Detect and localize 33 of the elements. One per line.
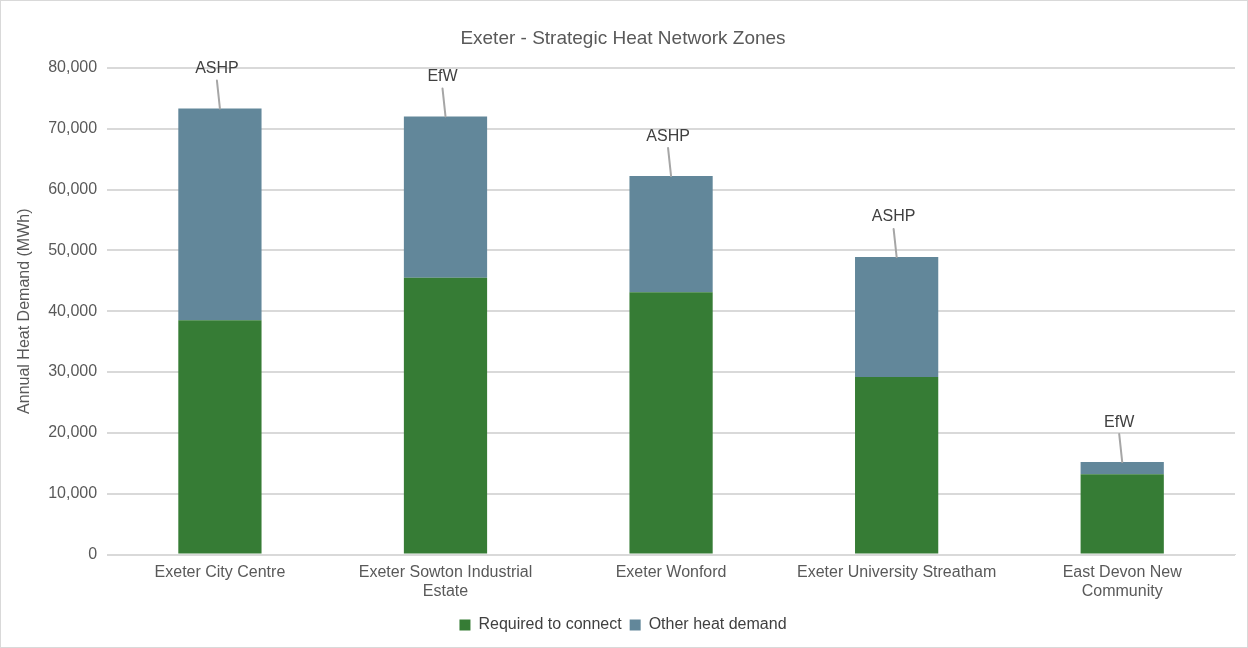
y-tick-label: 0 [88, 545, 98, 563]
y-tick-label: 30,000 [48, 362, 98, 380]
y-tick-label: 70,000 [48, 119, 98, 137]
annotation: ASHP [871, 207, 916, 225]
bar [629, 292, 713, 554]
y-axis-title: Annual Heat Demand (MWh) [15, 208, 33, 414]
bar [855, 376, 939, 554]
bar [629, 176, 713, 293]
bar [855, 257, 939, 377]
x-tick-label: Exeter Wonford [615, 562, 727, 580]
y-tick-label: 10,000 [48, 484, 98, 502]
annotation: ASHP [646, 126, 690, 144]
bar [178, 108, 262, 321]
bar [1080, 462, 1164, 475]
x-tick-label: Exeter Sowton Industrial Estate [358, 562, 533, 599]
y-tick-label: 20,000 [48, 423, 98, 441]
bar [1080, 474, 1164, 554]
x-tick-label: East Devon New Community [1062, 562, 1183, 599]
bar [403, 116, 488, 278]
annotation: ASHP [195, 58, 239, 76]
legend-label: Other heat demand [648, 615, 787, 633]
y-tick-label: 60,000 [48, 179, 98, 197]
legend-label: Required to connect [478, 615, 623, 633]
bar [403, 277, 488, 554]
y-tick-label: 50,000 [48, 240, 98, 258]
x-tick-label: Exeter City Centre [154, 562, 286, 580]
y-tick-label: 40,000 [48, 301, 98, 319]
annotation: EfW [1104, 412, 1136, 430]
annotation: EfW [427, 66, 459, 84]
y-tick-label: 80,000 [48, 58, 98, 76]
bar [178, 320, 262, 554]
chart-title: Exeter - Strategic Heat Network Zones [460, 26, 786, 48]
x-tick-label: Exeter University Streatham [797, 562, 997, 580]
